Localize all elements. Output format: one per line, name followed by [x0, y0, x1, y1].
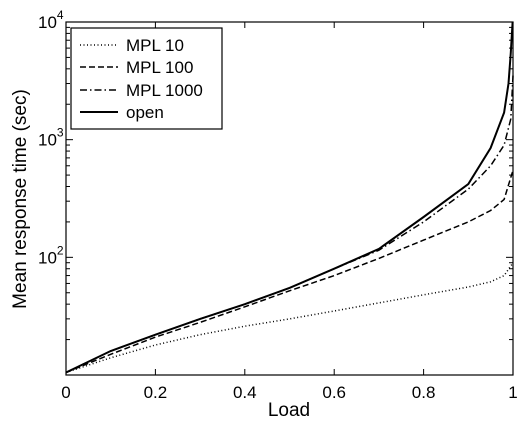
series-layer	[65, 21, 514, 374]
series-line-mpl-100	[65, 169, 514, 374]
y-tick-label: 103	[38, 126, 64, 150]
series-line-open	[65, 21, 514, 374]
ticks-layer: 0 0.2 0.4 0.6 0.8 1 102 103 104	[38, 8, 518, 402]
legend-label-mpl10: MPL 10	[126, 36, 184, 55]
y-axis-title: Mean response time (sec)	[10, 89, 31, 309]
x-tick-label: 0.8	[412, 383, 436, 402]
y-tick-label: 102	[38, 243, 64, 267]
y-tick-label: 104	[38, 8, 64, 32]
x-tick-label: 1	[508, 383, 517, 402]
plot-frame	[65, 21, 514, 376]
x-tick-label: 0.6	[322, 383, 346, 402]
legend-label-open: open	[126, 103, 164, 122]
x-tick-label: 0	[61, 383, 70, 402]
legend-label-mpl100: MPL 100	[126, 58, 193, 77]
legend: MPL 10 MPL 100 MPL 1000 open	[70, 27, 223, 130]
series-line-mpl-10	[65, 262, 514, 374]
x-tick-label: 0.2	[144, 383, 168, 402]
x-axis-title: Load	[268, 400, 310, 421]
legend-label-mpl1000: MPL 1000	[126, 81, 203, 100]
x-tick-label: 0.4	[233, 383, 257, 402]
